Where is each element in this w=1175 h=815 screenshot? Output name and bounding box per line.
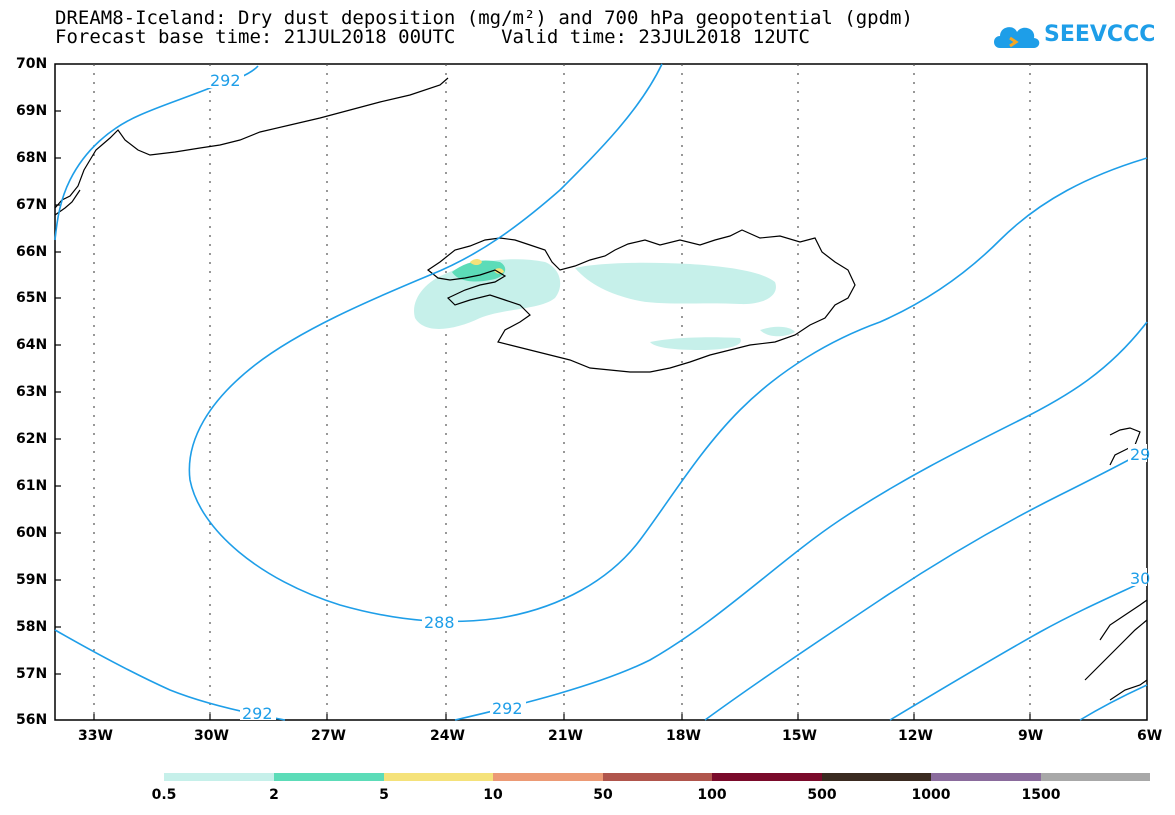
coastlines: [54, 77, 1148, 701]
lat-label: 70N: [16, 56, 48, 72]
lon-label: 21W: [548, 728, 583, 744]
colorbar-swatch: [164, 773, 274, 781]
cloud-icon: [994, 27, 1040, 48]
colorbar-label: 500: [807, 787, 837, 803]
title-line-1: DREAM8-Iceland: Dry dust deposition (mg/…: [55, 7, 913, 29]
seevccc-logo: SEEVCCC: [990, 18, 1155, 58]
colorbar-label: 100: [697, 787, 727, 803]
colorbar-label: 1000: [911, 787, 951, 803]
title-line-2: Forecast base time: 21JUL2018 00UTC Vali…: [55, 26, 810, 48]
lat-label: 69N: [16, 103, 48, 119]
contour-label: 30: [1130, 569, 1150, 588]
contour-label: 292: [492, 699, 523, 718]
contour-label: 288: [424, 613, 455, 632]
lon-label: 9W: [1018, 728, 1044, 744]
map-frame: [54, 63, 1148, 721]
lat-label: 58N: [16, 619, 48, 635]
lat-label: 56N: [16, 712, 48, 728]
colorbar-swatch: [712, 773, 822, 781]
lon-label: 30W: [194, 728, 229, 744]
lat-label: 59N: [16, 572, 48, 588]
lat-label: 57N: [16, 666, 48, 682]
colorbar-swatch: [493, 773, 603, 781]
colorbar-swatch: [931, 773, 1041, 781]
colorbar-swatch: [603, 773, 712, 781]
lat-label: 67N: [16, 197, 48, 213]
colorbar-label: 1500: [1021, 787, 1061, 803]
lat-label: 60N: [16, 525, 48, 541]
lon-label: 15W: [782, 728, 817, 744]
lat-label: 68N: [16, 150, 48, 166]
colorbar-swatch: [822, 773, 931, 781]
colorbar-swatch: [384, 773, 493, 781]
lon-label: 27W: [311, 728, 346, 744]
contour-label: 292: [242, 704, 273, 723]
lat-label: 64N: [16, 337, 48, 353]
axis-ticks: [55, 110, 1031, 720]
colorbar: [164, 773, 1150, 781]
lon-label: 6W: [1137, 728, 1163, 744]
lat-label: 63N: [16, 384, 48, 400]
lon-label: 12W: [898, 728, 933, 744]
lon-label: 18W: [666, 728, 701, 744]
lat-label: 61N: [16, 478, 48, 494]
colorbar-swatch: [274, 773, 384, 781]
logo-text: SEEVCCC: [1044, 22, 1156, 47]
lat-label: 62N: [16, 431, 48, 447]
lat-label: 65N: [16, 290, 48, 306]
contour-label: 292: [210, 71, 241, 90]
colorbar-swatch: [1041, 773, 1150, 781]
grid-lines: [93, 64, 1031, 720]
colorbar-label: 2: [269, 787, 279, 803]
lat-label: 66N: [16, 244, 48, 260]
contour-label: 29: [1130, 445, 1150, 464]
lon-label: 24W: [430, 728, 465, 744]
colorbar-label: 50: [593, 787, 613, 803]
colorbar-label: 5: [379, 787, 389, 803]
colorbar-label: 0.5: [151, 787, 177, 803]
dust-deposition-shading: [414, 259, 795, 350]
lon-label: 33W: [78, 728, 113, 744]
contour-labels: 292 288 292 292 29 30: [208, 70, 1150, 723]
colorbar-label: 10: [483, 787, 503, 803]
